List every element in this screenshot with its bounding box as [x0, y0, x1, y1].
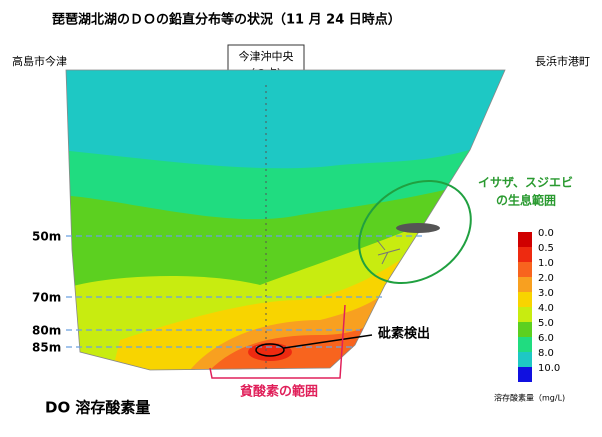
station-right: 長浜市港町 — [535, 54, 590, 68]
legend-swatch — [518, 322, 532, 337]
legend-label: 0.5 — [538, 243, 554, 254]
title: 琵琶湖北湖のＤＯの鉛直分布等の状況（11 月 24 日時点） — [52, 12, 401, 28]
arsenic-ellipse — [255, 343, 285, 357]
station-left: 高島市今津 — [12, 54, 67, 68]
band — [248, 343, 292, 361]
legend-label: 10.0 — [538, 363, 560, 374]
legend-label: 0.0 — [538, 228, 554, 239]
depth-label: 70m — [32, 291, 61, 305]
legend-title: 溶存酸素量（mg/L) — [494, 393, 565, 403]
legend-swatch — [518, 307, 532, 322]
shrimp-icon — [376, 239, 401, 265]
legend-swatch — [518, 367, 532, 382]
legend-label: 8.0 — [538, 348, 554, 359]
habitat-label: イサザ、スジエビ — [478, 175, 573, 190]
hypoxia-bracket — [209, 304, 346, 379]
legend-label: 6.0 — [538, 333, 554, 344]
habitat-label: の生息範囲 — [496, 193, 556, 208]
legend-swatch — [518, 247, 532, 262]
legend-label: 1.0 — [538, 258, 554, 269]
depth-label: 80m — [32, 324, 61, 338]
depth-label: 85m — [32, 341, 61, 355]
lake-outline — [65, 69, 506, 371]
legend-swatch — [518, 292, 532, 307]
legend-label: 3.0 — [538, 288, 554, 299]
legend-swatch — [518, 352, 532, 367]
legend-label: 4.0 — [538, 303, 554, 314]
station-center: 今津沖中央 — [239, 49, 294, 63]
legend-label: 2.0 — [538, 273, 554, 284]
do-distribution — [66, 70, 505, 370]
depth-label: 50m — [32, 230, 61, 244]
legend-swatch — [518, 277, 532, 292]
legend-swatch — [518, 337, 532, 352]
habitat-ellipse — [358, 179, 472, 285]
do-label: DO 溶存酸素量 — [45, 399, 150, 417]
legend-label: 5.0 — [538, 318, 554, 329]
legend-swatch — [518, 262, 532, 277]
legend: 0.0 0.5 1.0 2.0 3.0 4.0 5.0 6.0 8.0 10.0 — [518, 228, 560, 382]
legend-swatch — [518, 232, 532, 247]
fish-icon — [396, 223, 440, 233]
arsenic-pointer — [283, 334, 373, 349]
arsenic-label: 砒素検出 — [378, 326, 430, 342]
hypoxia-label: 貧酸素の範囲 — [240, 384, 318, 400]
